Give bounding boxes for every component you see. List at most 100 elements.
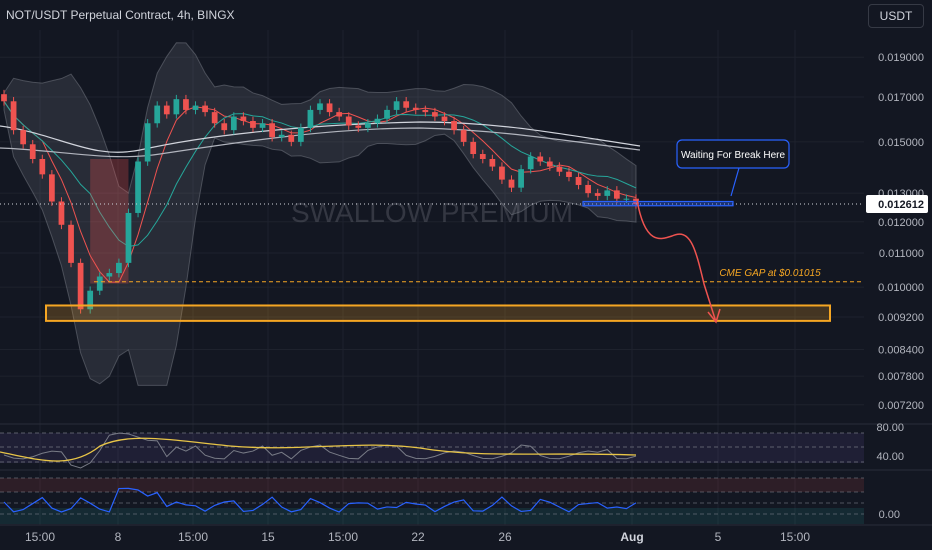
osc-zone-bottom — [0, 508, 864, 524]
price-tick-label: 0.009200 — [878, 312, 924, 324]
osc-line — [3, 487, 637, 513]
osc-tick-label: 0.00 — [879, 509, 900, 521]
candle-body — [58, 201, 65, 225]
candle-body — [508, 179, 515, 188]
callout-text: Waiting For Break Here — [681, 150, 786, 161]
candle-body — [623, 198, 630, 200]
candle-body — [192, 105, 199, 110]
candle-body — [317, 103, 323, 110]
time-tick-label: 15:00 — [780, 530, 810, 544]
candle-body — [39, 158, 46, 175]
candle-body — [106, 273, 113, 277]
candle-body — [412, 107, 419, 110]
candle-body — [116, 262, 122, 274]
candle-body — [393, 101, 400, 110]
candle-body — [422, 109, 429, 113]
time-tick-label: 5 — [715, 530, 722, 544]
candle-body — [499, 166, 505, 180]
candle-body — [29, 144, 36, 159]
candle-body — [68, 224, 74, 263]
candle-body — [403, 101, 410, 108]
current-price-badge — [866, 194, 928, 213]
candle-body — [125, 212, 132, 263]
price-tick-label: 0.011000 — [879, 248, 924, 260]
price-tick-label: 0.008400 — [878, 345, 924, 357]
price-tick-label: 0.015000 — [878, 137, 924, 149]
candle-body — [49, 174, 55, 202]
symbol-title: NOT/USDT Perpetual Contract, 4h, BINGX — [6, 8, 235, 22]
candle-body — [154, 105, 161, 124]
time-tick-label: 8 — [115, 530, 122, 544]
time-tick-label: 15 — [261, 530, 275, 544]
candle-body — [183, 99, 189, 110]
candle-body — [460, 130, 467, 142]
candle-body — [479, 154, 486, 159]
rsi-signal-line — [0, 437, 637, 462]
candle-body — [384, 109, 390, 119]
price-tick-label: 0.019000 — [878, 52, 924, 64]
candle-body — [345, 116, 352, 126]
candle-body — [556, 166, 563, 172]
candle-body — [336, 112, 343, 117]
candle-body — [537, 156, 544, 162]
candle-body — [269, 123, 275, 138]
price-tick-label: 0.012000 — [878, 217, 924, 229]
highlight-box — [90, 158, 129, 284]
candle-body — [20, 130, 27, 145]
candle-body — [221, 123, 228, 131]
bollinger-band — [3, 42, 637, 386]
candle-body — [585, 184, 591, 194]
candle-body — [173, 99, 180, 115]
candle-body — [470, 141, 477, 155]
candle-body — [451, 121, 457, 131]
candle-body — [96, 276, 103, 291]
candle-body — [374, 118, 381, 124]
cme-gap-label: CME GAP at $0.01015 — [719, 268, 821, 279]
candle-body — [326, 103, 333, 113]
candle-body — [365, 123, 371, 128]
rsi-line — [3, 432, 637, 469]
candle-body — [10, 101, 17, 131]
candle-body — [604, 190, 611, 196]
candle-body — [278, 134, 285, 138]
candle-body — [566, 171, 572, 177]
candle-body — [297, 127, 304, 142]
rsi-band — [0, 433, 864, 463]
candle-body — [518, 169, 524, 188]
time-tick-label: Aug — [620, 530, 643, 544]
candle-body — [250, 121, 256, 128]
candle-body — [230, 116, 237, 131]
candle-body — [240, 116, 247, 122]
support-zone[interactable] — [45, 304, 831, 322]
price-tick-label: 0.010000 — [878, 282, 924, 294]
candle-body — [307, 109, 314, 128]
candle-body — [613, 190, 620, 199]
projection-arrowhead — [707, 308, 721, 324]
candle-body — [135, 161, 141, 213]
candle-body — [87, 290, 94, 310]
price-tick-label: 0.007200 — [878, 400, 924, 412]
price-tick-label: 0.007800 — [878, 371, 924, 383]
currency-button[interactable]: USDT — [868, 4, 924, 28]
candle-body — [546, 161, 553, 167]
candle-body — [441, 116, 448, 122]
price-tick-label: 0.017000 — [878, 92, 924, 104]
osc-zone-top — [0, 478, 864, 492]
candle-body — [211, 112, 218, 124]
ma-200-line — [0, 121, 641, 153]
candle-body — [163, 105, 170, 115]
candle-body — [288, 134, 295, 142]
time-tick-label: 22 — [411, 530, 425, 544]
candle-body — [489, 158, 496, 167]
candle-body — [355, 125, 362, 128]
projection-arrow — [636, 199, 717, 323]
time-tick-label: 15:00 — [178, 530, 208, 544]
candle-body — [202, 105, 208, 113]
time-tick-label: 26 — [498, 530, 512, 544]
current-price-label: 0.012612 — [878, 199, 924, 211]
time-tick-label: 15:00 — [328, 530, 358, 544]
watermark: SWALLOW PREMIUM — [291, 197, 573, 228]
break-zone[interactable] — [582, 200, 734, 207]
rsi-tick-label: 40.00 — [876, 451, 904, 463]
